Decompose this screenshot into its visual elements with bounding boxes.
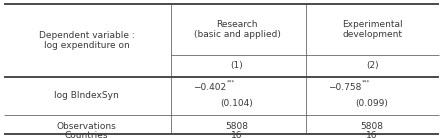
Text: (1): (1) xyxy=(231,61,243,70)
Text: (2): (2) xyxy=(366,61,378,70)
Text: Experimental
development: Experimental development xyxy=(342,20,402,39)
Text: Dependent variable :
log expenditure on: Dependent variable : log expenditure on xyxy=(39,31,134,50)
Text: Observations: Observations xyxy=(57,122,116,131)
Text: Research
(basic and applied): Research (basic and applied) xyxy=(194,20,280,39)
Text: −0.758: −0.758 xyxy=(328,83,361,92)
Text: 16: 16 xyxy=(366,131,378,138)
Text: Countries: Countries xyxy=(65,131,108,138)
Text: −0.402: −0.402 xyxy=(193,83,226,92)
Text: ***: *** xyxy=(227,80,235,85)
Text: ***: *** xyxy=(362,80,370,85)
Text: 16: 16 xyxy=(231,131,243,138)
Text: (0.099): (0.099) xyxy=(356,99,389,108)
Text: 5808: 5808 xyxy=(361,122,384,131)
Text: (0.104): (0.104) xyxy=(221,99,253,108)
Text: 5808: 5808 xyxy=(225,122,249,131)
Text: log BIndexSyn: log BIndexSyn xyxy=(54,91,119,100)
